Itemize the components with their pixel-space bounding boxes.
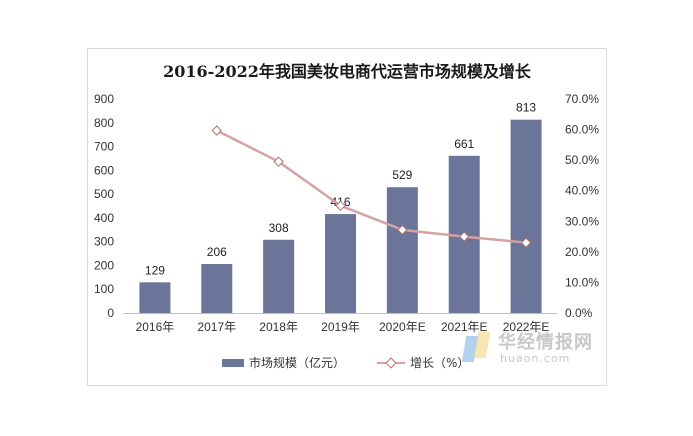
watermark-name: 华经情报网 [498,332,593,353]
bar-value-label: 661 [454,137,474,151]
x-axis: 2016年 2017年 2018年 2019年 2020年E 2021年E 2022年E [124,313,557,334]
right-tick-label: 40.0% [565,184,599,198]
legend-item-growth: 增长（%） [377,354,469,371]
category-label: 2017年 [197,320,236,334]
chart-title: 2016-2022年我国美妆电商代运营市场规模及增长 [163,62,531,81]
legend-label-market-size: 市场规模（亿元） [249,356,346,370]
left-tick-label: 500 [94,187,114,201]
watermark-logo-icon [461,330,492,364]
left-tick-label: 300 [94,235,114,249]
bar [510,119,542,313]
right-tick-label: 30.0% [565,214,599,228]
right-tick-label: 70.0% [565,92,599,106]
category-label: 2018年 [259,320,298,334]
left-axis: 0 100 200 300 400 500 600 700 800 900 [94,92,114,320]
left-tick-label: 0 [107,306,114,320]
left-tick-label: 400 [94,211,114,225]
legend-item-market-size: 市场规模（亿元） [222,354,345,371]
category-label: 2019年 [321,320,360,334]
bars: 129206308416529661813 [139,101,542,313]
category-label: 2022年E [503,320,550,334]
bar [139,282,171,313]
watermark-domain: huaon.com [500,352,571,365]
left-tick-label: 600 [94,163,114,177]
bar-value-label: 129 [145,263,165,277]
left-tick-label: 100 [94,282,114,296]
bar-value-label: 308 [269,221,289,235]
growth-point [273,156,284,167]
bar [263,239,295,313]
bar-value-label: 813 [516,101,536,115]
growth-line [211,125,532,248]
growth-point [211,125,222,136]
right-tick-label: 20.0% [565,245,599,259]
right-tick-label: 50.0% [565,153,599,167]
legend-line-swatch [377,357,405,369]
bar [386,187,418,313]
growth-point [520,237,532,248]
legend-label-growth: 增长（%） [410,356,470,370]
category-label: 2016年 [136,320,175,334]
growth-point [459,231,470,242]
left-tick-label: 700 [94,140,114,154]
legend: 市场规模（亿元） 增长（%） [87,354,607,374]
category-label: 2020年E [379,320,426,334]
right-tick-label: 60.0% [565,123,599,137]
right-axis: 0.0% 10.0% 20.0% 30.0% 40.0% 50.0% 60.0% 70.0% [565,92,599,320]
right-tick-label: 0.0% [565,306,593,320]
bar [201,264,233,313]
bar-value-label: 206 [207,245,227,259]
growth-point [397,224,408,236]
legend-bar-swatch [222,358,244,367]
watermark: 华经情报网 huaon.com [461,326,602,370]
left-tick-label: 800 [94,116,114,130]
growth-line-path [216,129,527,244]
growth-point [335,200,346,211]
bar [325,214,356,313]
left-tick-label: 200 [94,258,114,272]
bar-value-label: 529 [392,168,412,182]
right-tick-label: 10.0% [565,275,599,289]
category-label: 2021年E [441,320,488,334]
left-tick-label: 900 [94,92,114,106]
